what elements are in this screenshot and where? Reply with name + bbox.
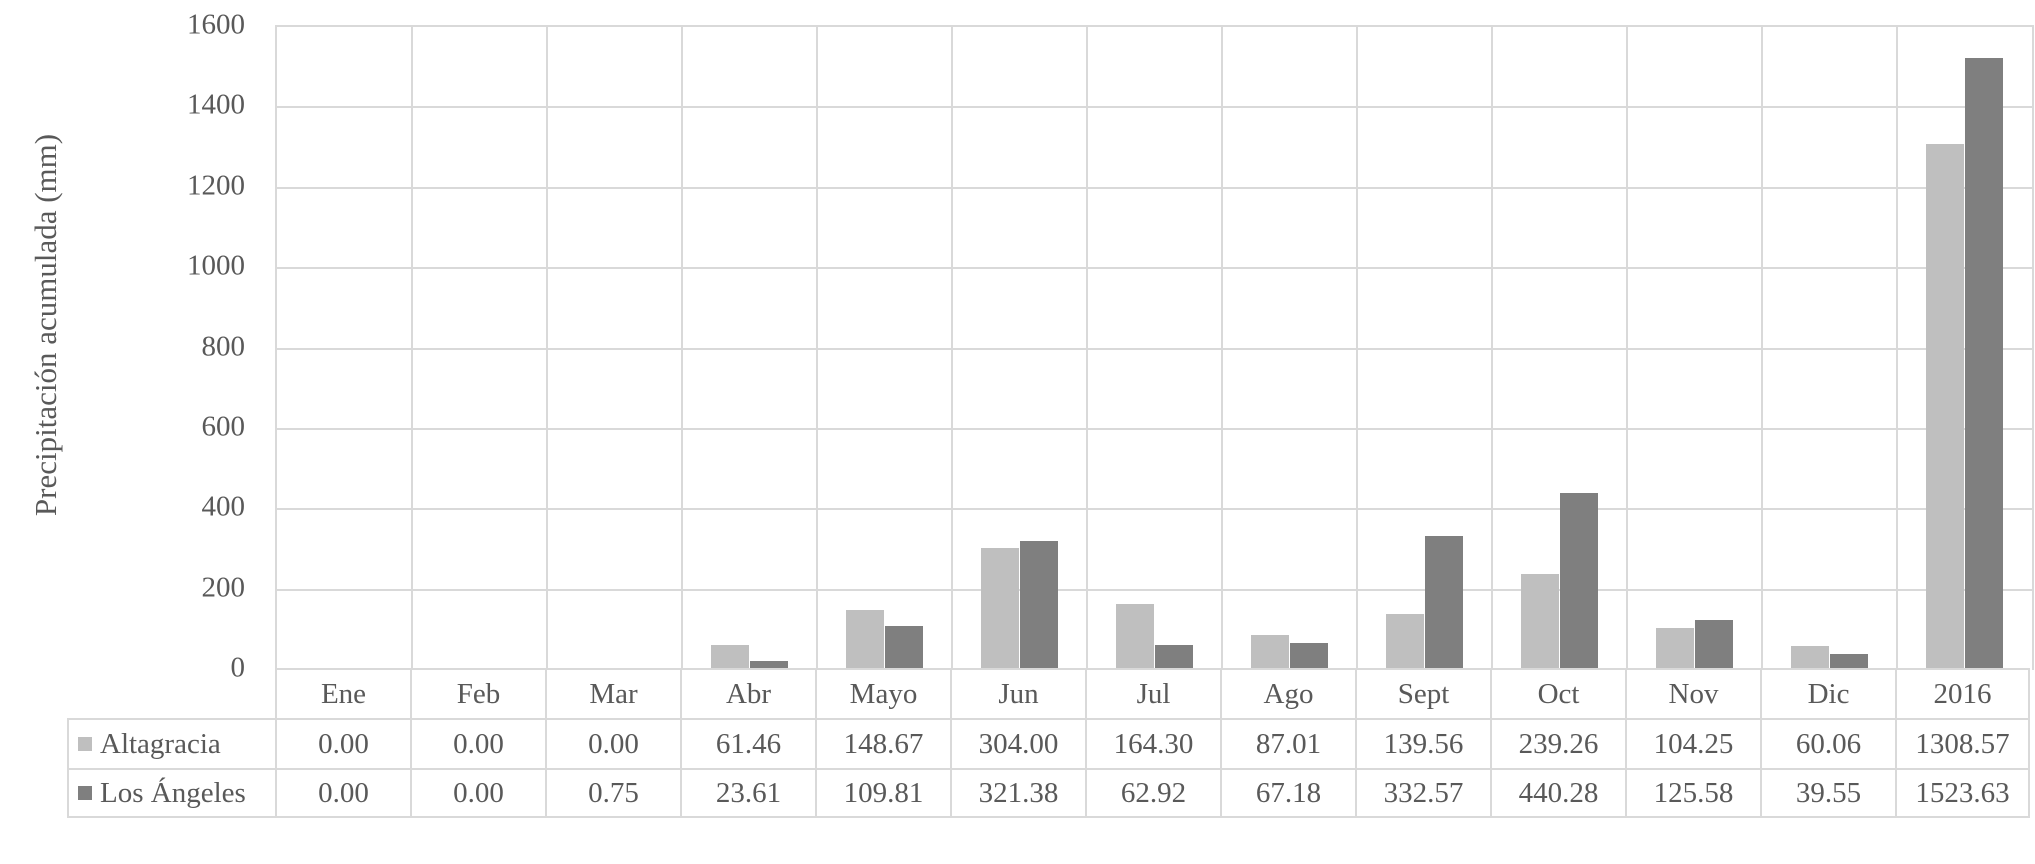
value-cell: 0.00 bbox=[545, 718, 680, 768]
month-header-cell: 2016 bbox=[1895, 668, 2030, 718]
value-cell: 0.00 bbox=[275, 768, 410, 818]
gridline-vertical bbox=[1356, 27, 1358, 670]
value-cell: 1308.57 bbox=[1895, 718, 2030, 768]
gridline-vertical bbox=[1896, 27, 1898, 670]
bar-series1 bbox=[1655, 628, 1695, 670]
bar-series2 bbox=[1019, 540, 1059, 670]
gridline-vertical bbox=[1221, 27, 1223, 670]
value-cell: 39.55 bbox=[1760, 768, 1895, 818]
gridline-vertical bbox=[1761, 27, 1763, 670]
y-tick-label: 1200 bbox=[187, 169, 245, 202]
gridline-horizontal bbox=[277, 186, 2032, 189]
value-cell: 0.00 bbox=[410, 718, 545, 768]
month-header-cell: Ago bbox=[1220, 668, 1355, 718]
value-cell: 104.25 bbox=[1625, 718, 1760, 768]
gridline-vertical bbox=[1491, 27, 1493, 670]
value-cell: 148.67 bbox=[815, 718, 950, 768]
bar-series2 bbox=[1964, 57, 2004, 670]
y-tick-label: 1000 bbox=[187, 249, 245, 282]
legend-cell: Altagracia bbox=[67, 718, 275, 768]
value-cell: 60.06 bbox=[1760, 718, 1895, 768]
bar-series1 bbox=[1520, 573, 1560, 670]
gridline-vertical bbox=[411, 27, 413, 670]
month-header-cell: Sept bbox=[1355, 668, 1490, 718]
value-cell: 164.30 bbox=[1085, 718, 1220, 768]
value-cell: 332.57 bbox=[1355, 768, 1490, 818]
gridline-horizontal bbox=[277, 106, 2032, 109]
value-cell: 0.00 bbox=[410, 768, 545, 818]
y-tick-label: 200 bbox=[201, 571, 246, 604]
legend-swatch bbox=[78, 786, 92, 800]
gridline-vertical bbox=[1086, 27, 1088, 670]
legend-series-name: Los Ángeles bbox=[100, 776, 246, 809]
value-cell: 0.00 bbox=[275, 718, 410, 768]
value-cell: 23.61 bbox=[680, 768, 815, 818]
gridline-horizontal bbox=[277, 267, 2032, 270]
legend-series-name: Altagracia bbox=[100, 727, 221, 760]
month-header-cell: Feb bbox=[410, 668, 545, 718]
y-tick-label: 400 bbox=[201, 490, 246, 523]
y-tick-label: 1400 bbox=[187, 88, 245, 121]
value-cell: 239.26 bbox=[1490, 718, 1625, 768]
month-header-cell: Jul bbox=[1085, 668, 1220, 718]
legend-cell: Los Ángeles bbox=[67, 768, 275, 818]
value-cell: 1523.63 bbox=[1895, 768, 2030, 818]
month-header-cell: Ene bbox=[275, 668, 410, 718]
gridline-vertical bbox=[1626, 27, 1628, 670]
gridline-horizontal bbox=[277, 588, 2032, 591]
bar-series2 bbox=[884, 625, 924, 670]
gridline-vertical bbox=[546, 27, 548, 670]
plot-area bbox=[275, 25, 2034, 670]
value-cell: 440.28 bbox=[1490, 768, 1625, 818]
month-header-cell: Oct bbox=[1490, 668, 1625, 718]
month-header-cell: Abr bbox=[680, 668, 815, 718]
bar-series2 bbox=[1154, 644, 1194, 670]
bar-series2 bbox=[1694, 619, 1734, 670]
gridline-horizontal bbox=[277, 508, 2032, 511]
gridline-horizontal bbox=[277, 427, 2032, 430]
bar-series2 bbox=[1829, 654, 1869, 670]
value-cell: 62.92 bbox=[1085, 768, 1220, 818]
y-tick-label: 0 bbox=[230, 651, 246, 684]
bar-series1 bbox=[1790, 645, 1830, 670]
month-header-cell: Mar bbox=[545, 668, 680, 718]
bar-series2 bbox=[1559, 493, 1599, 670]
bar-series1 bbox=[710, 645, 750, 670]
bar-series2 bbox=[749, 660, 789, 670]
gridline-vertical bbox=[681, 27, 683, 670]
bar-series1 bbox=[845, 610, 885, 670]
month-header-cell: Nov bbox=[1625, 668, 1760, 718]
legend-swatch bbox=[78, 737, 92, 751]
value-cell: 139.56 bbox=[1355, 718, 1490, 768]
value-cell: 0.75 bbox=[545, 768, 680, 818]
value-cell: 304.00 bbox=[950, 718, 1085, 768]
bar-series1 bbox=[1115, 603, 1155, 670]
gridline-horizontal bbox=[277, 347, 2032, 350]
bar-series1 bbox=[980, 547, 1020, 670]
y-tick-label: 600 bbox=[201, 410, 246, 443]
bar-series2 bbox=[1289, 643, 1329, 670]
bar-series1 bbox=[1925, 144, 1965, 670]
month-header-cell: Dic bbox=[1760, 668, 1895, 718]
bar-series1 bbox=[1385, 613, 1425, 670]
month-header-cell: Jun bbox=[950, 668, 1085, 718]
value-cell: 321.38 bbox=[950, 768, 1085, 818]
value-cell: 125.58 bbox=[1625, 768, 1760, 818]
month-header-cell: Mayo bbox=[815, 668, 950, 718]
bar-series2 bbox=[1424, 536, 1464, 670]
value-cell: 87.01 bbox=[1220, 718, 1355, 768]
value-cell: 61.46 bbox=[680, 718, 815, 768]
gridline-vertical bbox=[951, 27, 953, 670]
y-tick-label: 800 bbox=[201, 330, 246, 362]
value-cell: 67.18 bbox=[1220, 768, 1355, 818]
bar-series1 bbox=[1250, 635, 1290, 670]
gridline-vertical bbox=[816, 27, 818, 670]
y-tick-label: 1600 bbox=[187, 8, 245, 41]
value-cell: 109.81 bbox=[815, 768, 950, 818]
